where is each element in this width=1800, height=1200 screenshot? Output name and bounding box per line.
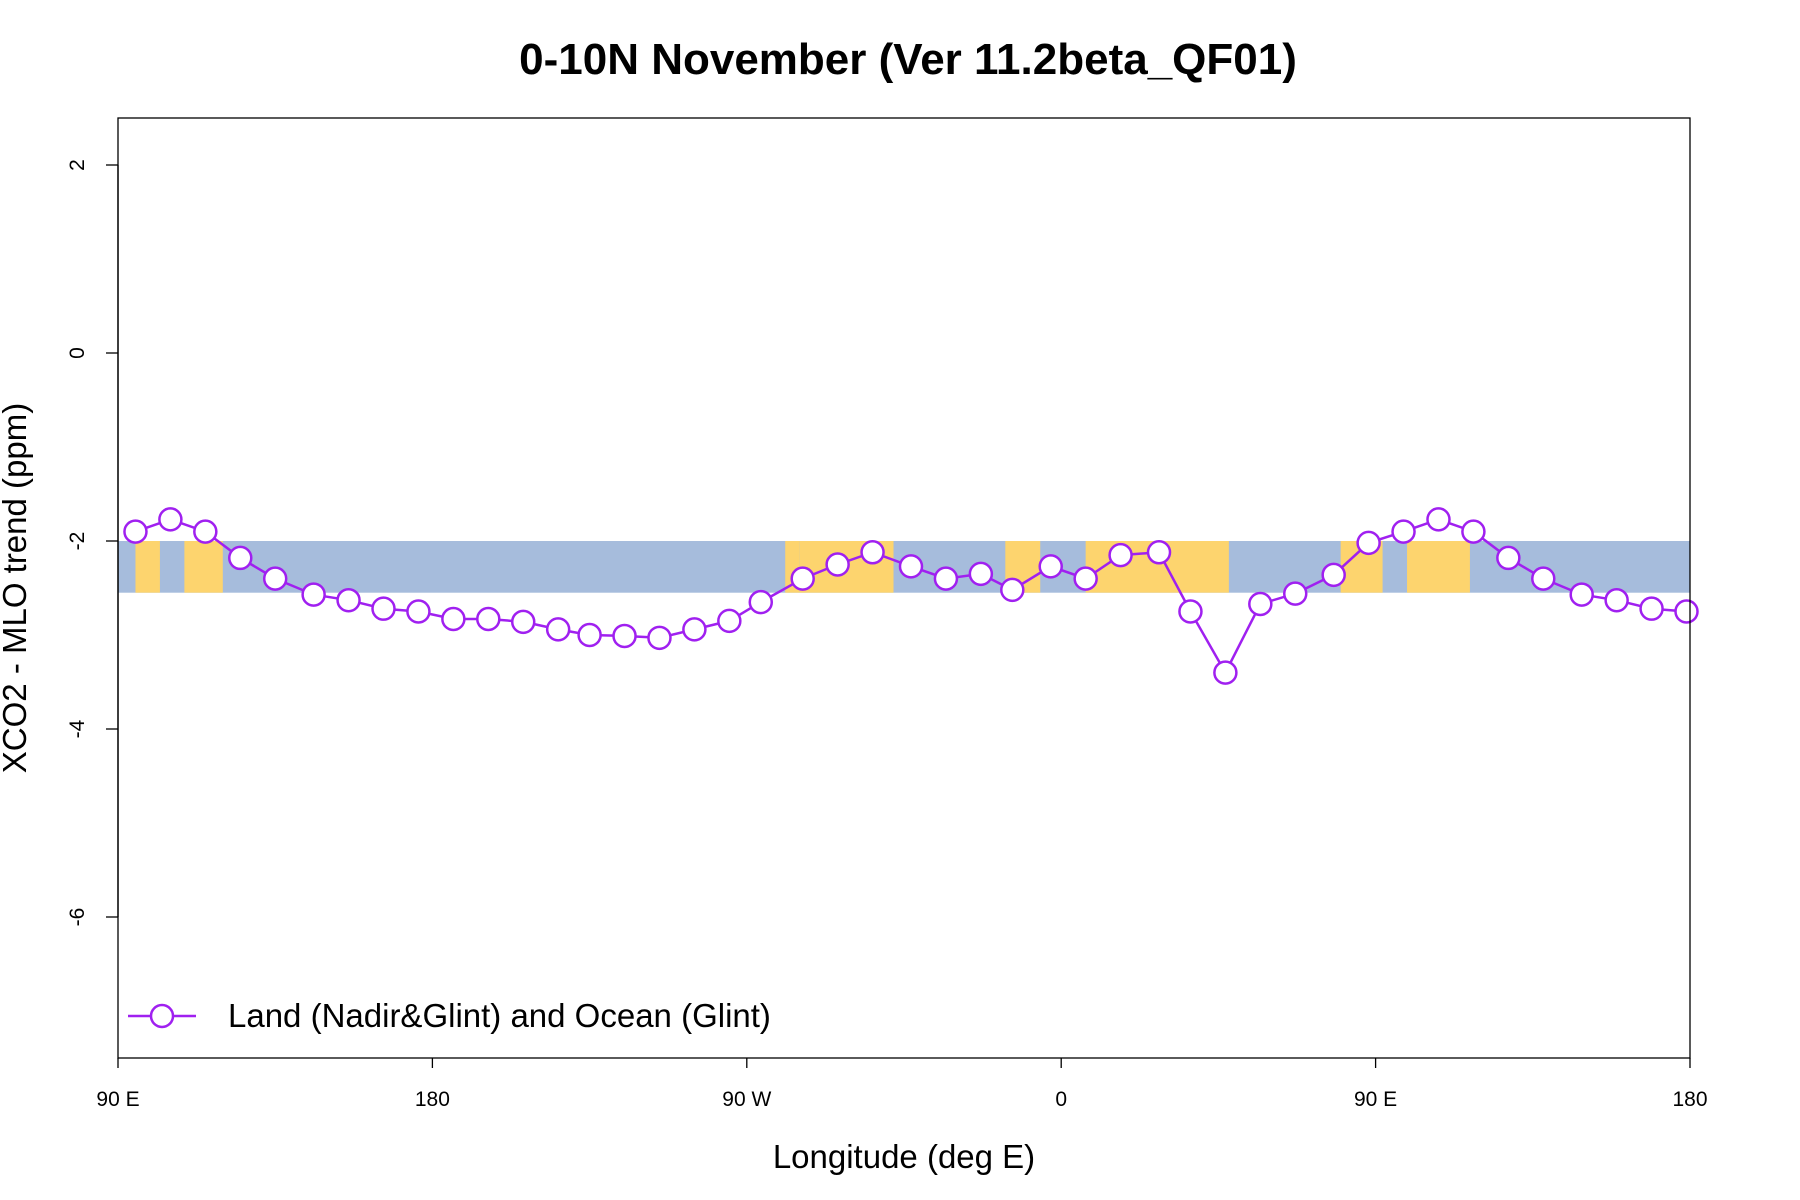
data-point-40 bbox=[1531, 566, 1556, 591]
data-point-26 bbox=[1038, 554, 1063, 579]
data-point-29 bbox=[1146, 540, 1172, 565]
data-point-10 bbox=[476, 606, 501, 632]
data-point-43 bbox=[1639, 596, 1664, 621]
x-tick-label-3: 0 bbox=[1055, 1088, 1067, 1111]
legend: Land (Nadir&Glint) and Ocean (Glint) bbox=[128, 997, 771, 1034]
data-point-17 bbox=[717, 608, 742, 634]
y-axis-label: XCO2 - MLO trend (ppm) bbox=[0, 403, 33, 773]
data-point-2 bbox=[193, 519, 218, 544]
x-tick-label-5: 180 bbox=[1672, 1088, 1707, 1111]
data-point-4 bbox=[262, 566, 288, 591]
x-tick-label-4: 90 E bbox=[1354, 1088, 1397, 1111]
legend-marker bbox=[149, 1003, 175, 1029]
data-point-6 bbox=[336, 587, 361, 613]
data-point-39 bbox=[1496, 545, 1521, 571]
data-point-11 bbox=[510, 609, 536, 635]
data-point-16 bbox=[682, 617, 707, 642]
chart-title: 0-10N November (Ver 11.2beta_QF01) bbox=[519, 35, 1297, 84]
data-point-9 bbox=[441, 606, 466, 632]
data-point-15 bbox=[647, 625, 672, 651]
data-point-44 bbox=[1674, 599, 1699, 624]
y-axis: 2 0 -2 -4 -6 bbox=[66, 159, 119, 927]
land-segment-7 bbox=[1407, 541, 1470, 593]
data-point-42 bbox=[1604, 587, 1629, 613]
data-point-18 bbox=[748, 589, 774, 615]
data-point-25 bbox=[1000, 577, 1025, 603]
data-point-34 bbox=[1321, 562, 1346, 588]
data-point-12 bbox=[545, 617, 571, 642]
data-point-7 bbox=[371, 596, 396, 621]
data-point-23 bbox=[933, 566, 959, 591]
data-point-1 bbox=[158, 507, 183, 532]
data-point-38 bbox=[1461, 519, 1486, 544]
data-point-37 bbox=[1426, 507, 1451, 532]
data-point-35 bbox=[1356, 530, 1381, 556]
x-axis-label: Longitude (deg E) bbox=[773, 1138, 1035, 1175]
data-point-20 bbox=[825, 552, 850, 577]
legend-entry: Land (Nadir&Glint) and Ocean (Glint) bbox=[228, 997, 771, 1034]
data-point-13 bbox=[577, 622, 602, 648]
y-tick-label-0: 2 bbox=[66, 159, 89, 171]
data-point-41 bbox=[1569, 582, 1594, 607]
data-point-28 bbox=[1108, 542, 1133, 568]
data-point-14 bbox=[612, 623, 637, 649]
data-point-32 bbox=[1248, 591, 1273, 617]
x-tick-label-2: 90 W bbox=[722, 1088, 771, 1111]
land-segment-1 bbox=[184, 541, 223, 593]
data-point-30 bbox=[1178, 599, 1203, 624]
data-point-22 bbox=[898, 554, 924, 579]
data-point-36 bbox=[1391, 519, 1416, 544]
y-tick-label-4: -6 bbox=[66, 908, 89, 927]
land-segment-0 bbox=[135, 541, 160, 593]
y-tick-label-1: 0 bbox=[66, 347, 89, 359]
data-point-5 bbox=[301, 582, 326, 607]
y-tick-label-2: -2 bbox=[66, 532, 89, 551]
series-layer bbox=[123, 507, 1699, 685]
x-tick-label-0: 90 E bbox=[96, 1088, 139, 1111]
data-point-24 bbox=[968, 561, 994, 587]
data-point-8 bbox=[406, 599, 431, 624]
y-tick-label-3: -4 bbox=[66, 719, 89, 738]
data-point-27 bbox=[1073, 566, 1098, 591]
data-point-33 bbox=[1283, 581, 1308, 606]
x-axis: 90 E 180 90 W 0 90 E 180 bbox=[96, 1058, 1708, 1111]
x-tick-label-1: 180 bbox=[415, 1088, 450, 1111]
data-point-0 bbox=[123, 519, 148, 544]
data-point-3 bbox=[228, 545, 253, 571]
data-point-21 bbox=[860, 540, 885, 565]
data-point-19 bbox=[790, 566, 815, 591]
data-point-31 bbox=[1213, 660, 1238, 685]
